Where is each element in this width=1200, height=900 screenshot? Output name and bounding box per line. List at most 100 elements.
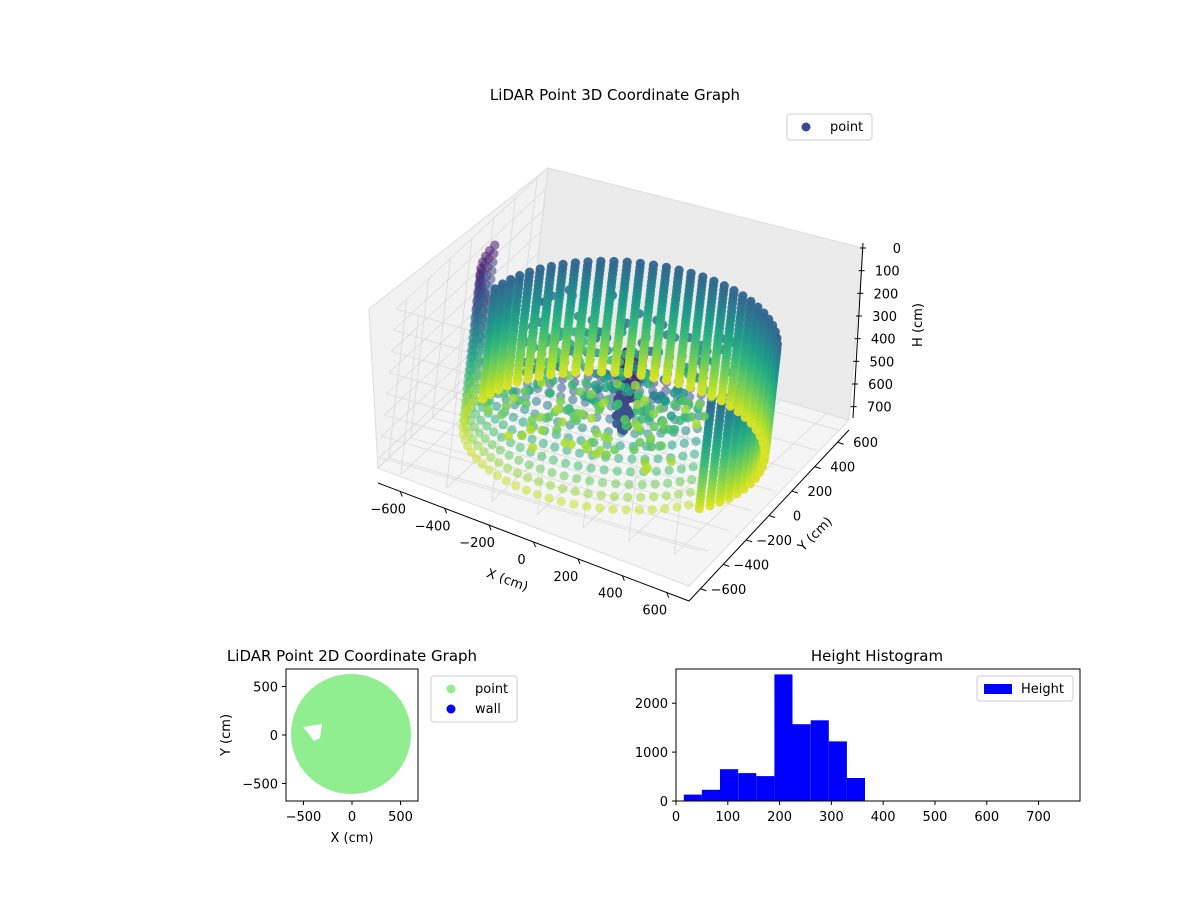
chart-2d-title: LiDAR Point 2D Coordinate Graph bbox=[227, 647, 477, 665]
data-point bbox=[517, 431, 527, 441]
x-tick-label-hist: 500 bbox=[923, 810, 948, 825]
data-point bbox=[599, 465, 609, 475]
data-point bbox=[637, 480, 647, 490]
data-point bbox=[575, 448, 585, 458]
data-point bbox=[669, 388, 679, 398]
data-point bbox=[600, 374, 610, 384]
data-point bbox=[473, 441, 483, 451]
data-point bbox=[635, 437, 645, 447]
data-point bbox=[600, 432, 610, 442]
z-tick-label: 100 bbox=[875, 265, 900, 280]
grid-line bbox=[453, 238, 473, 398]
data-point bbox=[535, 264, 545, 274]
data-point bbox=[558, 484, 568, 494]
data-point bbox=[719, 281, 729, 291]
point-cloud-disk bbox=[291, 674, 411, 794]
x-tick-label: 400 bbox=[598, 587, 623, 602]
histogram-bar bbox=[810, 720, 829, 801]
histogram-bars bbox=[683, 674, 865, 801]
y-tick bbox=[723, 563, 730, 567]
x-tick bbox=[577, 558, 581, 565]
data-point bbox=[569, 499, 579, 509]
data-point bbox=[573, 461, 583, 471]
data-point bbox=[637, 414, 647, 424]
data-point bbox=[681, 426, 691, 436]
data-point bbox=[490, 414, 500, 424]
chart-2d: LiDAR Point 2D Coordinate Graph −500 0 500… bbox=[219, 647, 518, 846]
legend-2d-label-point: point bbox=[475, 682, 508, 697]
data-point bbox=[596, 256, 606, 266]
y-tick-label: 600 bbox=[853, 436, 878, 451]
data-point bbox=[486, 274, 496, 284]
data-point bbox=[572, 474, 582, 484]
data-point bbox=[488, 257, 498, 267]
data-point bbox=[535, 464, 545, 474]
y-tick bbox=[791, 490, 799, 494]
data-point bbox=[552, 425, 562, 435]
x-tick-label-hist: 100 bbox=[715, 810, 740, 825]
data-point bbox=[601, 450, 612, 460]
data-point bbox=[612, 379, 623, 389]
data-point bbox=[557, 383, 567, 393]
data-point bbox=[544, 412, 554, 422]
points-3d bbox=[458, 240, 783, 515]
data-point bbox=[650, 479, 660, 489]
data-point bbox=[559, 471, 569, 481]
data-point bbox=[690, 449, 700, 459]
grid-line bbox=[393, 188, 546, 331]
data-point bbox=[648, 260, 659, 270]
data-point bbox=[642, 463, 652, 473]
y-tick bbox=[837, 441, 844, 445]
data-point bbox=[636, 492, 646, 502]
x-tick bbox=[488, 524, 492, 531]
data-point bbox=[501, 401, 511, 411]
data-point bbox=[534, 477, 544, 487]
data-point bbox=[680, 412, 690, 422]
data-point bbox=[494, 458, 504, 468]
y-tick-label-hist: 2000 bbox=[635, 697, 668, 712]
legend-3d-marker bbox=[801, 122, 811, 132]
data-point bbox=[487, 440, 497, 450]
data-point bbox=[553, 404, 563, 414]
data-point bbox=[681, 404, 691, 414]
x-tick-label: 200 bbox=[554, 570, 579, 585]
z-axis-label: H (cm) bbox=[911, 303, 926, 347]
data-point bbox=[667, 440, 677, 450]
data-point bbox=[592, 428, 602, 438]
data-point bbox=[528, 442, 538, 453]
grid-line bbox=[395, 167, 549, 310]
data-point bbox=[647, 505, 657, 515]
legend-hist-swatch bbox=[984, 684, 1012, 694]
data-point bbox=[624, 479, 634, 490]
data-point bbox=[508, 393, 518, 403]
data-point bbox=[632, 399, 643, 409]
grid-line bbox=[410, 278, 429, 438]
data-point bbox=[568, 395, 578, 405]
x-tick-label-2d: 500 bbox=[388, 810, 413, 825]
data-point bbox=[562, 405, 572, 415]
z-tick-label: 300 bbox=[872, 310, 897, 325]
data-point bbox=[547, 468, 557, 478]
data-point bbox=[556, 396, 566, 406]
data-point bbox=[598, 478, 608, 488]
legend-3d: point bbox=[786, 113, 873, 141]
data-point bbox=[601, 382, 611, 393]
x-tick bbox=[399, 491, 403, 497]
data-point bbox=[575, 387, 585, 397]
z-tick-label: 700 bbox=[867, 401, 892, 416]
x-tick-label-hist: 200 bbox=[767, 810, 792, 825]
data-point bbox=[611, 479, 621, 489]
histogram-bar bbox=[774, 674, 793, 801]
data-point bbox=[503, 431, 513, 441]
y-axis-label-2d: Y (cm) bbox=[219, 714, 234, 757]
ticks-3d: −600−400−2000200400600−600−400−200020040… bbox=[370, 242, 901, 619]
y-tick-label-hist: 1000 bbox=[635, 746, 668, 761]
data-point bbox=[692, 419, 702, 429]
data-point bbox=[520, 386, 530, 396]
data-point bbox=[514, 455, 524, 465]
data-point bbox=[729, 286, 739, 296]
data-point bbox=[561, 458, 571, 468]
data-point bbox=[623, 492, 633, 502]
data-point bbox=[619, 407, 629, 417]
histogram-title: Height Histogram bbox=[811, 647, 943, 665]
